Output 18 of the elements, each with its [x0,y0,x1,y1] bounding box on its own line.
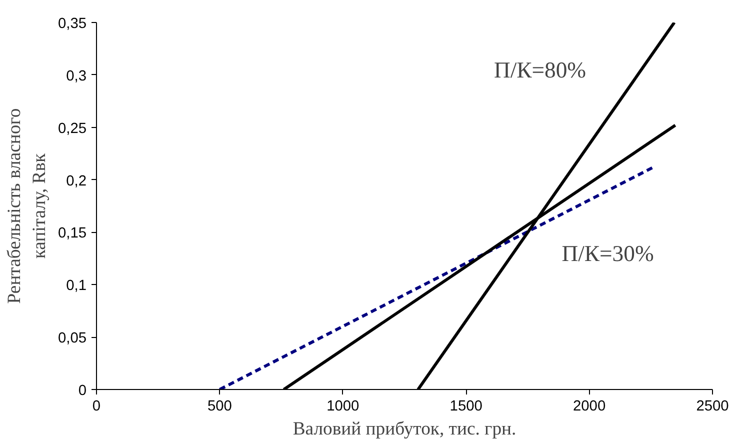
y-tick-label: 0,35 [58,16,87,32]
x-tick-label: 500 [207,398,232,414]
y-tick-label: 0,3 [66,68,86,84]
annotation: П/К=80% [494,58,586,83]
y-axis-title: Рентабельність власного капіталу, Rвк [4,108,50,304]
y-tick-label: 0 [78,383,87,399]
annotation: П/К=30% [562,241,654,266]
y-tick-label: 0,25 [58,120,87,137]
x-axis-title: Валовий прибуток, тис. грн. [292,418,516,440]
y-tick-label: 0,2 [66,173,86,190]
x-tick-label: 2000 [573,398,606,414]
x-tick-label: 0 [92,398,101,414]
y-tick-label: 0,05 [58,330,87,347]
x-tick-label: 1500 [450,398,482,414]
x-tick-label: 1000 [326,398,360,414]
x-tick-label: 2500 [696,398,729,414]
y-tick-label: 0,1 [66,278,86,294]
y-tick-label: 0,15 [58,226,87,242]
